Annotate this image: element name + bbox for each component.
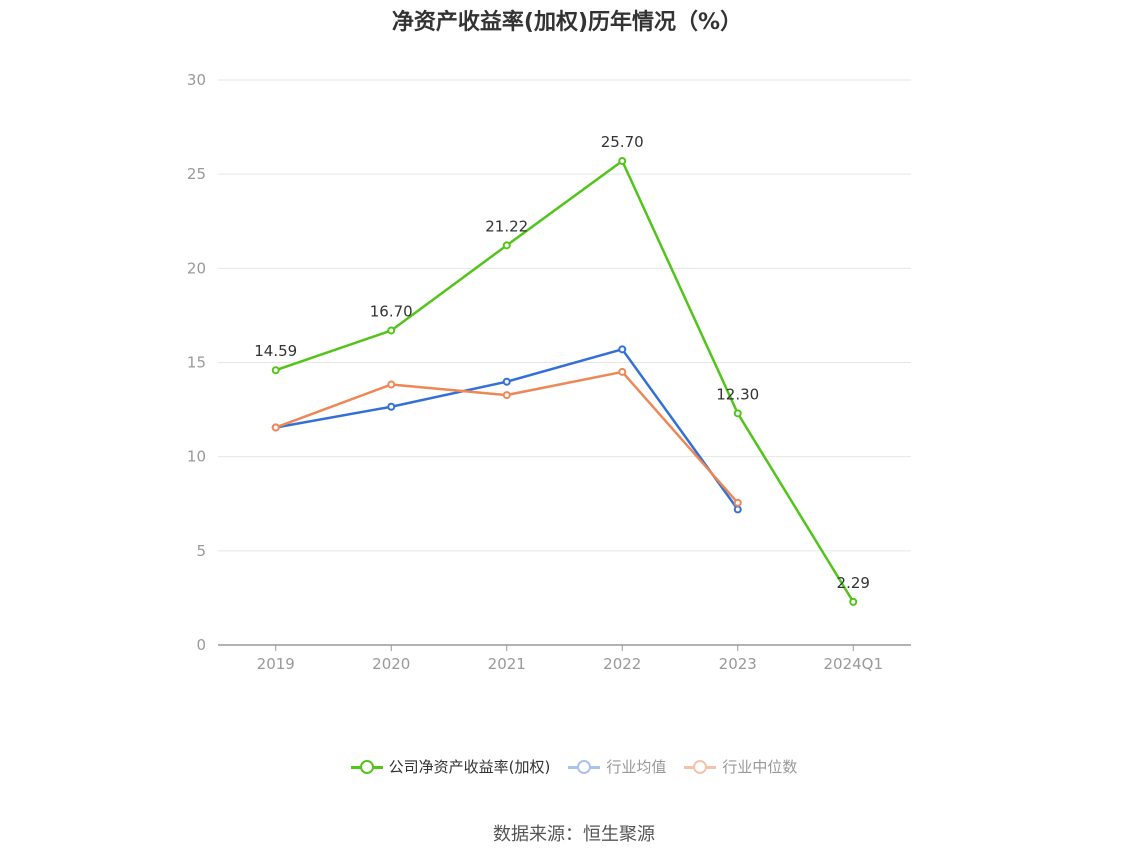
data-label: 12.30: [716, 385, 759, 403]
gridlines: [218, 79, 911, 552]
data-point: [502, 377, 511, 386]
data-source: 数据来源：恒生聚源: [493, 824, 655, 845]
x-tick-label: 2020: [372, 655, 410, 673]
data-point: [387, 326, 396, 335]
legend-item[interactable]: 行业均值: [568, 756, 666, 777]
data-label: 16.70: [370, 302, 413, 320]
data-point: [733, 409, 742, 418]
y-tick-label: 5: [196, 542, 206, 560]
data-labels: 14.59 16.70 21.22 25.70 12.30 2.29: [254, 133, 870, 592]
x-tick-label: 2022: [603, 655, 641, 673]
x-tick-label: 2024Q1: [823, 655, 883, 673]
legend-marker: [577, 759, 592, 774]
x-tick-label: 2023: [719, 655, 757, 673]
data-point: [618, 156, 627, 165]
data-point: [387, 380, 396, 389]
legend-marker: [693, 759, 708, 774]
legend-item[interactable]: 行业中位数: [684, 756, 797, 777]
x-tick-label: 2019: [257, 655, 295, 673]
legend-item[interactable]: 公司净资产收益率(加权): [350, 756, 551, 777]
legend-swatch: [568, 757, 601, 777]
y-tick-label: 30: [187, 71, 206, 89]
data-point: [849, 597, 858, 606]
line-chart: 0 5 10 15 20 25 30 2019 2020 2021 2022 2023 2024Q1 1…: [187, 71, 911, 673]
series-line: [275, 159, 855, 603]
data-point: [733, 498, 742, 507]
legend-marker: [359, 759, 374, 774]
data-point: [271, 423, 280, 432]
data-label: 14.59: [254, 342, 297, 360]
legend-swatch: [684, 757, 717, 777]
series-lines: [271, 156, 858, 606]
series-line: [275, 348, 739, 511]
y-tick-label: 15: [187, 354, 206, 372]
x-tick-label: 2021: [488, 655, 526, 673]
chart-title: 净资产收益率(加权)历年情况（%）: [391, 10, 743, 35]
data-point: [502, 241, 511, 250]
data-label: 25.70: [601, 133, 644, 151]
y-tick-label: 10: [187, 448, 206, 466]
y-tick-label: 20: [187, 259, 206, 277]
legend-swatch: [350, 757, 383, 777]
legend-label: 行业均值: [606, 758, 667, 776]
data-label: 2.29: [837, 574, 870, 592]
data-point: [618, 345, 627, 354]
y-tick-label: 0: [196, 636, 206, 654]
data-point: [387, 402, 396, 411]
legend-label: 行业中位数: [722, 758, 798, 776]
legend-label: 公司净资产收益率(加权): [388, 758, 551, 776]
data-label: 21.22: [485, 217, 528, 235]
data-point: [502, 391, 511, 400]
legend: 公司净资产收益率(加权) 行业均值 行业中位数: [0, 756, 1148, 777]
axes: 0 5 10 15 20 25 30 2019 2020 2021 2022 2023 2024Q1: [187, 71, 911, 673]
data-point: [618, 367, 627, 376]
y-tick-label: 25: [187, 165, 206, 183]
data-point: [733, 505, 742, 514]
data-point: [271, 366, 280, 375]
